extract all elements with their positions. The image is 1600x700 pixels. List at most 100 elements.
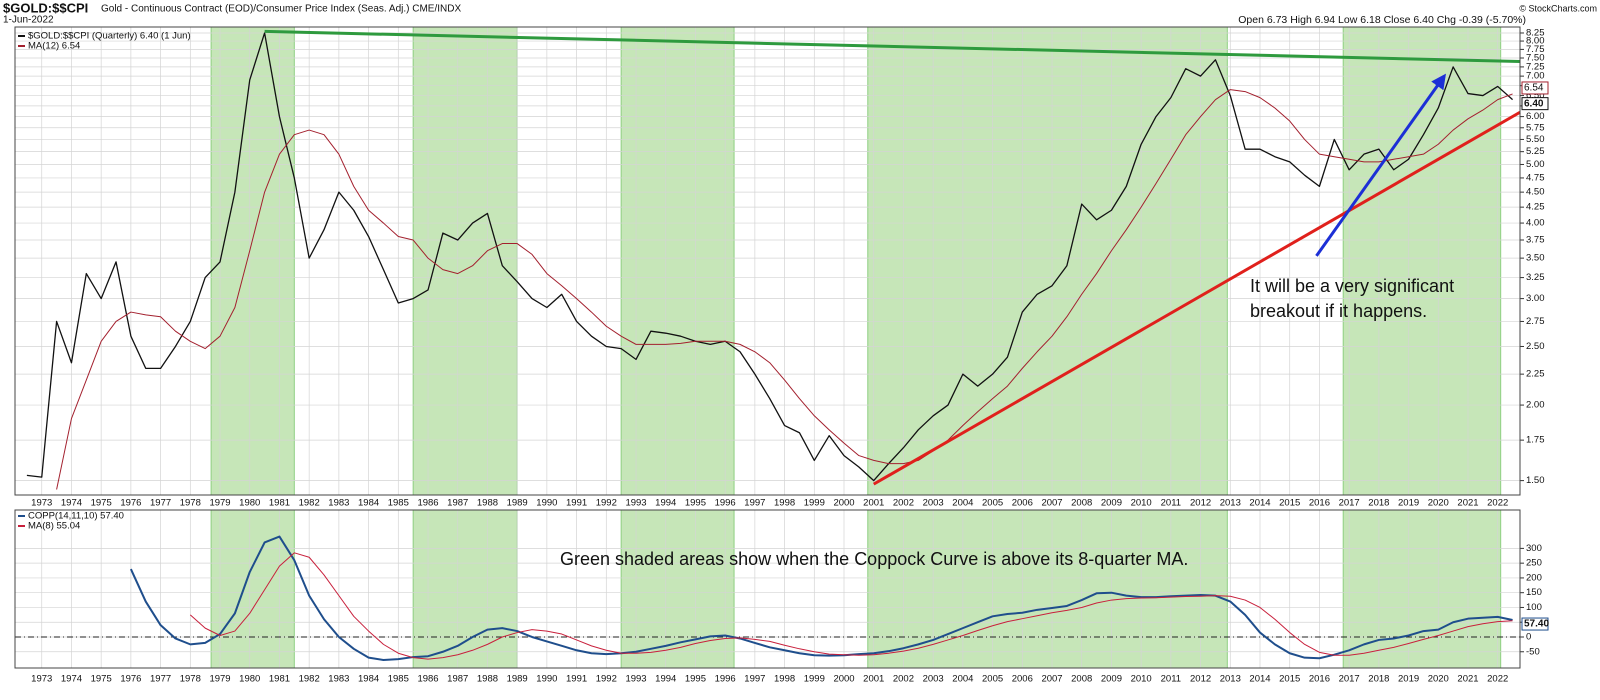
shaded-period xyxy=(412,509,518,669)
y-tick-label: 1.50 xyxy=(1526,475,1545,486)
x-tick-label: 2003 xyxy=(923,674,944,685)
x-tick-label: 1987 xyxy=(447,674,468,685)
arrow xyxy=(1315,73,1446,257)
x-tick-label: 2006 xyxy=(1012,674,1033,685)
x-tick-label: 1999 xyxy=(804,498,825,509)
x-tick-label: 1990 xyxy=(536,498,557,509)
y-tick-label: -50 xyxy=(1526,646,1540,657)
y-tick-label: 3.50 xyxy=(1526,253,1545,264)
value-label-box xyxy=(1521,617,1549,631)
value-label-box xyxy=(1521,81,1549,95)
x-tick-label: 2009 xyxy=(1101,674,1122,685)
x-tick-label: 2000 xyxy=(833,498,854,509)
credit: © StockCharts.com xyxy=(1519,3,1597,13)
x-tick-label: 1988 xyxy=(477,674,498,685)
y-tick-label: 8.25 xyxy=(1526,27,1545,38)
y-tick-label: 200 xyxy=(1526,572,1542,583)
trendline xyxy=(264,29,1521,64)
y-tick-label: 6.50 xyxy=(1526,90,1545,101)
plot-frame xyxy=(14,509,1521,669)
x-tick-label: 2016 xyxy=(1309,674,1330,685)
x-tick-label: 1974 xyxy=(61,674,82,685)
x-tick-label: 2005 xyxy=(982,674,1003,685)
shaded-period xyxy=(867,26,1228,496)
y-tick-label: 4.75 xyxy=(1526,172,1545,183)
x-tick-label: 1989 xyxy=(507,674,528,685)
x-tick-label: 2011 xyxy=(1161,498,1181,509)
series-line xyxy=(189,552,1513,660)
x-tick-label: 1996 xyxy=(715,498,736,509)
y-tick-label: 7.75 xyxy=(1526,44,1545,55)
x-tick-label: 2020 xyxy=(1428,674,1449,685)
x-tick-label: 2011 xyxy=(1161,674,1181,685)
x-tick-label: 1979 xyxy=(209,674,230,685)
x-tick-label: 2016 xyxy=(1309,498,1330,509)
shaded-period xyxy=(1342,509,1502,669)
trendline xyxy=(872,110,1521,486)
x-tick-label: 2002 xyxy=(893,498,914,509)
y-tick-label: 8.00 xyxy=(1526,36,1545,47)
x-tick-label: 2005 xyxy=(982,498,1003,509)
x-tick-label: 1992 xyxy=(596,674,617,685)
y-tick-label: 100 xyxy=(1526,602,1542,613)
x-tick-label: 2021 xyxy=(1457,674,1478,685)
x-tick-label: 1981 xyxy=(269,498,290,509)
shaded-period xyxy=(1342,26,1502,496)
legend-label: MA(12) 6.54 xyxy=(28,41,80,52)
x-tick-label: 2002 xyxy=(893,674,914,685)
x-tick-label: 2018 xyxy=(1368,498,1389,509)
x-tick-label: 1983 xyxy=(328,674,349,685)
x-tick-label: 2001 xyxy=(863,674,884,685)
value-label: 6.40 xyxy=(1524,98,1544,109)
x-tick-label: 1975 xyxy=(91,674,112,685)
x-tick-label: 2001 xyxy=(863,498,884,509)
x-tick-label: 1982 xyxy=(299,674,320,685)
shaded-period xyxy=(620,26,735,496)
x-tick-label: 2018 xyxy=(1368,674,1389,685)
x-tick-label: 2003 xyxy=(923,498,944,509)
x-tick-label: 2004 xyxy=(952,498,973,509)
x-tick-label: 2012 xyxy=(1190,674,1211,685)
y-tick-label: 2.25 xyxy=(1526,369,1545,380)
x-tick-label: 1976 xyxy=(120,674,141,685)
x-tick-label: 1996 xyxy=(715,674,736,685)
x-tick-label: 1984 xyxy=(358,674,379,685)
y-tick-label: 4.50 xyxy=(1526,187,1545,198)
x-tick-label: 2007 xyxy=(1041,674,1062,685)
y-tick-label: 300 xyxy=(1526,543,1542,554)
quote: Open 6.73 High 6.94 Low 6.18 Close 6.40 … xyxy=(1238,14,1526,26)
x-tick-label: 1978 xyxy=(180,498,201,509)
y-tick-label: 7.50 xyxy=(1526,53,1545,64)
x-tick-label: 1991 xyxy=(566,498,587,509)
x-tick-label: 2007 xyxy=(1041,498,1062,509)
x-tick-label: 1990 xyxy=(536,674,557,685)
legend-label: $GOLD:$$CPI (Quarterly) 6.40 (1 Jun) xyxy=(28,31,191,42)
x-tick-label: 1980 xyxy=(239,498,260,509)
annotation: Green shaded areas show when the Coppock… xyxy=(560,549,1188,569)
chart-title: $GOLD:$$CPI xyxy=(3,0,88,15)
x-tick-label: 1995 xyxy=(685,498,706,509)
x-tick-label: 1993 xyxy=(625,498,646,509)
y-tick-label: 150 xyxy=(1526,587,1542,598)
y-tick-label: 4.00 xyxy=(1526,218,1545,229)
x-tick-label: 1991 xyxy=(566,674,587,685)
x-tick-label: 1973 xyxy=(31,674,52,685)
shaded-period xyxy=(412,26,518,496)
x-tick-label: 2010 xyxy=(1131,674,1152,685)
y-tick-label: 2.75 xyxy=(1526,316,1545,327)
x-tick-label: 1980 xyxy=(239,674,260,685)
x-tick-label: 2000 xyxy=(833,674,854,685)
x-tick-label: 1983 xyxy=(328,498,349,509)
x-tick-label: 1988 xyxy=(477,498,498,509)
y-tick-label: 5.75 xyxy=(1526,122,1545,133)
annotation: It will be a very significant xyxy=(1250,276,1454,296)
x-tick-label: 1997 xyxy=(744,498,765,509)
x-tick-label: 2013 xyxy=(1220,498,1241,509)
x-tick-label: 1978 xyxy=(180,674,201,685)
shaded-period xyxy=(210,26,295,496)
x-tick-label: 1975 xyxy=(91,498,112,509)
x-tick-label: 1986 xyxy=(417,498,438,509)
annotation: breakout if it happens. xyxy=(1250,301,1427,321)
x-tick-label: 2017 xyxy=(1339,674,1360,685)
x-tick-label: 2014 xyxy=(1249,674,1270,685)
